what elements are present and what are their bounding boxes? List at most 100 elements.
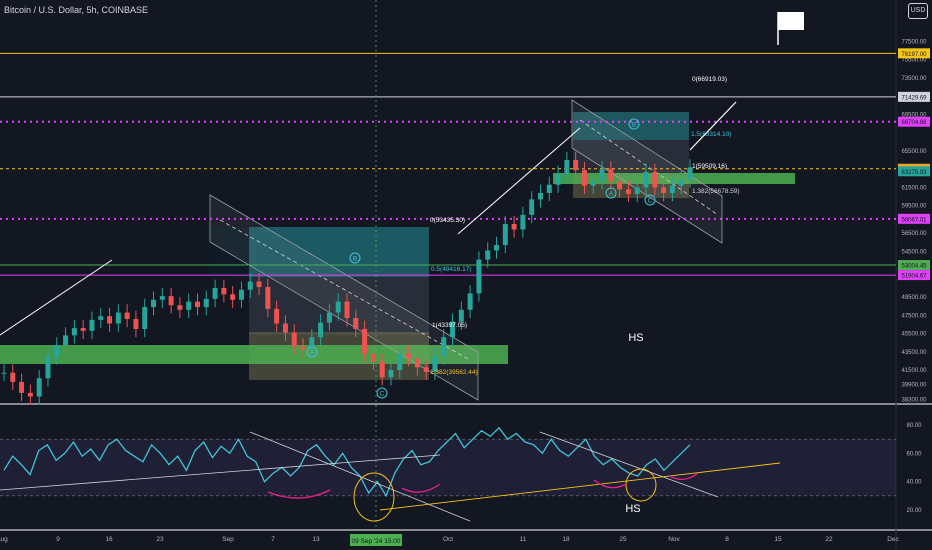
candle-body xyxy=(388,370,394,378)
candle-body xyxy=(265,286,271,309)
candle-body xyxy=(124,312,130,319)
price-tick-label: 69500.00 xyxy=(901,112,927,118)
trend-arrow-left xyxy=(0,259,113,336)
price-label-text: 58067.01 xyxy=(901,217,927,223)
currency-badge[interactable]: USD xyxy=(908,3,928,19)
date-tick-label: 25 xyxy=(619,536,627,543)
price-tick-label: 75500.00 xyxy=(901,58,927,64)
rsi-line xyxy=(3,426,691,498)
date-tick-label: 13 xyxy=(312,536,320,543)
wave-label-circle xyxy=(605,187,617,199)
candle-body xyxy=(581,170,587,186)
candle-body xyxy=(362,328,368,354)
candle-body xyxy=(256,281,262,287)
rsi-trendline-yellow xyxy=(379,462,781,511)
rsi-highlight-ellipse-1 xyxy=(353,472,395,522)
candle-body xyxy=(335,301,341,313)
candle-body xyxy=(441,337,447,357)
rsi-trendline-1 xyxy=(249,431,471,522)
price-tick-label: 38300.00 xyxy=(901,397,927,403)
fib-label: 1.382(56678.59) xyxy=(692,188,740,195)
date-tick-label: 15 xyxy=(774,536,782,543)
candle-body xyxy=(238,289,244,300)
candle-body xyxy=(142,307,148,329)
descending-channel-right xyxy=(571,99,723,244)
candle-body xyxy=(274,308,280,324)
price-label-text: 53004.45 xyxy=(901,264,927,270)
price-label-tag xyxy=(898,213,930,224)
fib-label: 0(53435.30) xyxy=(430,217,465,224)
candle-body xyxy=(590,181,596,186)
candle-body xyxy=(520,214,526,230)
wave-label: B xyxy=(353,256,357,263)
price-tick-label: 54500.00 xyxy=(901,249,927,255)
price-label-tag xyxy=(898,166,930,177)
fib-label: 1(59509.16) xyxy=(692,163,727,170)
candle-body xyxy=(186,301,192,310)
candle-body xyxy=(45,356,51,379)
candle-body xyxy=(564,160,570,174)
rsi-tick-label: 20.00 xyxy=(906,508,922,514)
candle-body xyxy=(458,309,464,322)
candle-body xyxy=(687,167,693,180)
candle-body xyxy=(617,181,623,190)
candle-body xyxy=(80,328,86,331)
wave-label-circle xyxy=(644,194,656,206)
price-tick-label: 77500.00 xyxy=(901,39,927,45)
price-label-text: 51904.67 xyxy=(901,274,927,280)
candle-body xyxy=(168,296,174,306)
date-tick-label: Sep xyxy=(222,536,234,543)
candle-body xyxy=(19,381,25,393)
checkered-flag-icon xyxy=(778,12,804,30)
rsi-highlight-ellipse-2 xyxy=(625,468,657,502)
candle-body xyxy=(529,199,535,215)
rsi-tick-label: 60.00 xyxy=(906,451,922,457)
price-label-tag xyxy=(898,48,930,59)
candle-body xyxy=(669,185,675,193)
candle-body xyxy=(485,250,491,260)
candle-body xyxy=(467,293,473,310)
candle-body xyxy=(63,335,69,346)
candle-body xyxy=(151,299,157,308)
rsi-band xyxy=(0,439,896,496)
candle-body xyxy=(432,356,438,372)
candle-body xyxy=(546,184,552,193)
candle-body xyxy=(573,160,579,171)
channel-midline-left xyxy=(219,219,471,361)
candle-body xyxy=(107,316,113,324)
price-tick-label: 39900.00 xyxy=(901,383,927,389)
price-tick-label: 61500.00 xyxy=(901,185,927,191)
candle-body xyxy=(309,337,315,350)
crosshair-date-label: 09 Sep '24 15:00 xyxy=(352,538,401,545)
candle-body xyxy=(159,296,165,300)
date-tick-label: Dec xyxy=(887,536,899,543)
candle-body xyxy=(89,319,95,331)
price-tick-label: 43500.00 xyxy=(901,350,927,356)
price-tick-label: 59500.00 xyxy=(901,204,927,210)
green-zone-right xyxy=(553,173,795,184)
price-label-text: 71429.69 xyxy=(901,95,927,101)
price-tick-label: 49500.00 xyxy=(901,295,927,301)
rsi-arrow-4 xyxy=(669,472,699,480)
fib-label: 1(43397.05) xyxy=(432,322,467,329)
date-tick-label: 18 xyxy=(562,536,570,543)
rsi-tick-label: 40.00 xyxy=(906,480,922,486)
fib-label: 1.5(63314.10) xyxy=(691,131,731,138)
candle-body xyxy=(678,179,684,186)
rsi-arrow-2 xyxy=(401,483,441,493)
candle-body xyxy=(291,332,297,347)
price-label-tag xyxy=(898,116,930,127)
date-tick-label: 7 xyxy=(271,536,275,543)
crosshair-date-tag xyxy=(350,534,402,546)
candle-body xyxy=(133,318,139,329)
date-tick-label: 8 xyxy=(725,536,729,543)
price-tick-label: 41500.00 xyxy=(901,368,927,374)
candle-body xyxy=(1,372,7,374)
candle-body xyxy=(599,169,605,182)
price-label-tag xyxy=(898,260,930,271)
hs-rsi-label: HS xyxy=(625,503,640,515)
candle-body xyxy=(194,301,200,308)
candle-body xyxy=(423,367,429,372)
